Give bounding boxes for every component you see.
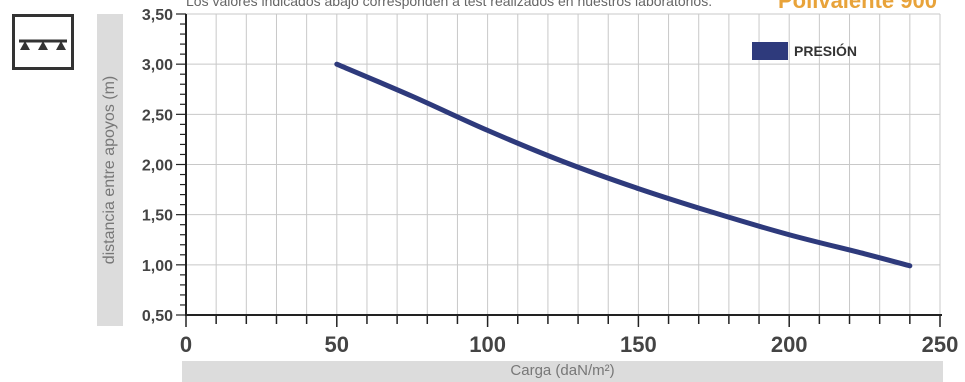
legend-label: PRESIÓN — [794, 43, 858, 59]
y-tick-label: 3,50 — [142, 7, 173, 24]
brand-name: Polivalente 900 — [778, 0, 937, 13]
series-line-presion — [334, 61, 913, 269]
series-layer — [334, 61, 913, 269]
legend-swatch — [752, 42, 788, 60]
x-tick-label: 200 — [771, 332, 808, 357]
y-tick-label: 1,50 — [142, 208, 173, 225]
y-tick-label: 2,00 — [142, 158, 173, 175]
y-tick-label: 1,00 — [142, 258, 173, 275]
beam-with-supports-icon — [12, 14, 74, 70]
beam-icon-graphic — [19, 39, 67, 50]
axes — [176, 13, 942, 327]
y-axis-label: distancia entre apoyos (m) — [101, 75, 118, 265]
x-tick-label: 0 — [180, 332, 192, 357]
y-tick-label: 2,50 — [142, 107, 173, 124]
x-tick-label: 100 — [469, 332, 506, 357]
chart-caption: Los valores indicados abajo corresponden… — [186, 0, 713, 9]
legend: PRESIÓN — [752, 40, 857, 62]
x-tick-label: 250 — [922, 332, 959, 357]
xlabel-band: Carga (daN/m²) — [182, 361, 943, 382]
x-axis-label: Carga (daN/m²) — [510, 362, 615, 379]
x-tick-label: 50 — [325, 332, 349, 357]
tick-labels: 0 50 100 150 200 250 0,50 1,00 1,50 2,00 2,50 3,00 3… — [142, 7, 959, 357]
ylabel-band — [97, 14, 123, 326]
y-tick-label: 3,00 — [142, 57, 173, 74]
x-tick-label: 150 — [620, 332, 657, 357]
y-tick-label: 0,50 — [142, 308, 173, 325]
